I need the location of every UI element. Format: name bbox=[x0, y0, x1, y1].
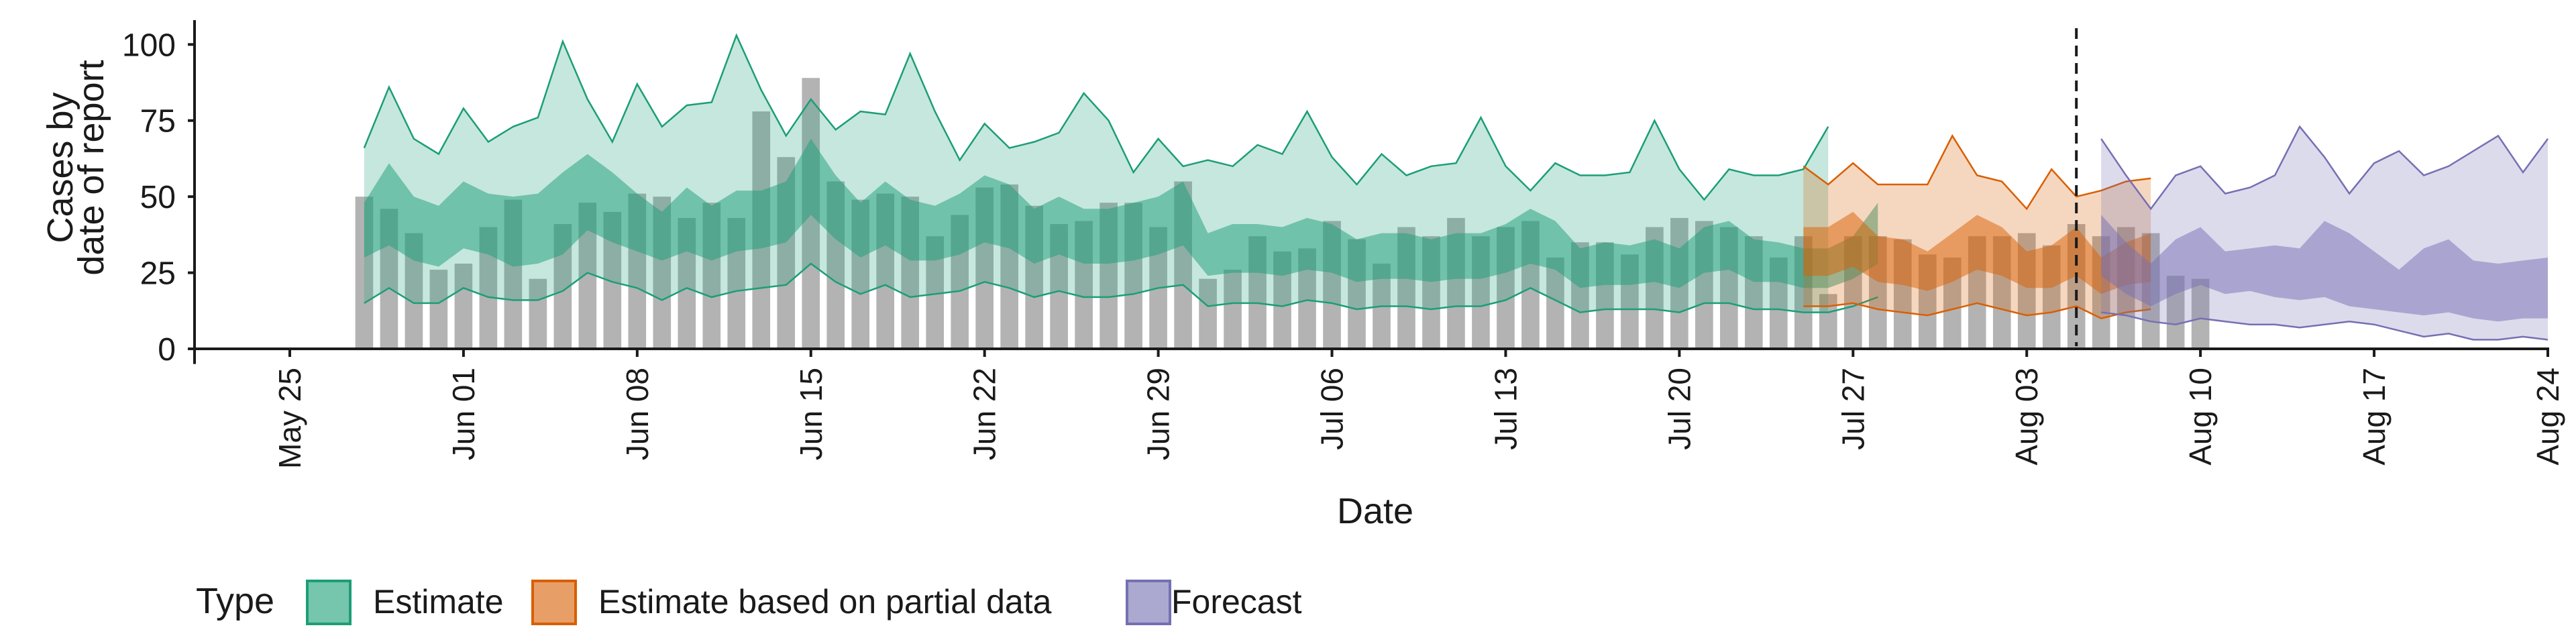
x-axis: May 25 Jun 01 Jun 08 Jun 15 Jun 22 Jun 29 Jul … bbox=[195, 347, 2565, 469]
x-tick-label: Jun 15 bbox=[794, 368, 828, 460]
x-tick-label: Jun 08 bbox=[620, 368, 655, 460]
legend-swatch-estimate bbox=[306, 580, 352, 625]
band-inner-estimate bbox=[364, 138, 1878, 288]
x-tick-label: Jun 22 bbox=[967, 368, 1002, 460]
bar-observed-cases bbox=[429, 270, 448, 349]
bar-observed-cases bbox=[1224, 270, 1242, 349]
bar-observed-cases bbox=[454, 263, 473, 349]
y-axis-title-line-2: date of report bbox=[71, 60, 111, 275]
estimate-bands bbox=[363, 33, 2549, 341]
legend-title: Type bbox=[196, 581, 274, 621]
band-inner-partial bbox=[1803, 211, 2151, 294]
x-tick-label: Jul 20 bbox=[1662, 368, 1697, 450]
band-upper-edge-estimate bbox=[363, 33, 1829, 201]
x-tick-label: Aug 03 bbox=[2009, 368, 2044, 466]
y-axis-title-line-1: Cases by bbox=[40, 92, 80, 243]
y-axis: 0 25 50 75 100 bbox=[122, 20, 196, 368]
band-upper-edge-forecast bbox=[2100, 125, 2549, 211]
x-tick-label: May 25 bbox=[272, 368, 307, 469]
legend: Type Estimate Estimate based on partial … bbox=[196, 580, 1302, 625]
legend-label-estimate: Estimate bbox=[373, 583, 504, 621]
band-upper-edge-partial bbox=[1803, 133, 2151, 211]
band-lower-edge-estimate bbox=[364, 262, 1878, 313]
legend-label-forecast: Forecast bbox=[1171, 583, 1302, 621]
legend-swatch-forecast bbox=[1126, 580, 1171, 625]
bar-observed-cases bbox=[1199, 278, 1217, 349]
y-tick-label: 50 bbox=[140, 180, 176, 215]
x-tick-label: Aug 17 bbox=[2357, 368, 2392, 466]
bar-observed-cases bbox=[2191, 278, 2210, 349]
band-lower-edge-forecast bbox=[2101, 311, 2548, 341]
x-tick-label: Aug 10 bbox=[2183, 368, 2218, 466]
band-lower-edge-partial bbox=[1803, 302, 2151, 319]
x-tick-label: Jun 29 bbox=[1141, 368, 1176, 460]
bar-observed-cases bbox=[529, 278, 547, 349]
y-tick-label: 25 bbox=[140, 256, 176, 292]
x-axis-title: Date bbox=[1337, 491, 1413, 531]
band-inner-forecast bbox=[2101, 215, 2548, 322]
y-tick-label: 0 bbox=[158, 332, 176, 368]
x-tick-label: Jul 13 bbox=[1488, 368, 1523, 450]
x-tick-label: Jul 06 bbox=[1315, 368, 1350, 450]
y-tick-label: 100 bbox=[122, 28, 176, 63]
legend-label-partial: Estimate based on partial data bbox=[598, 583, 1052, 621]
legend-swatch-partial bbox=[531, 580, 577, 625]
x-tick-label: Jul 27 bbox=[1835, 368, 1870, 450]
y-tick-label: 75 bbox=[140, 104, 176, 140]
bar-observed-cases bbox=[1819, 294, 1837, 349]
x-tick-label: Jun 01 bbox=[446, 368, 481, 460]
x-tick-label: Aug 24 bbox=[2530, 368, 2565, 466]
